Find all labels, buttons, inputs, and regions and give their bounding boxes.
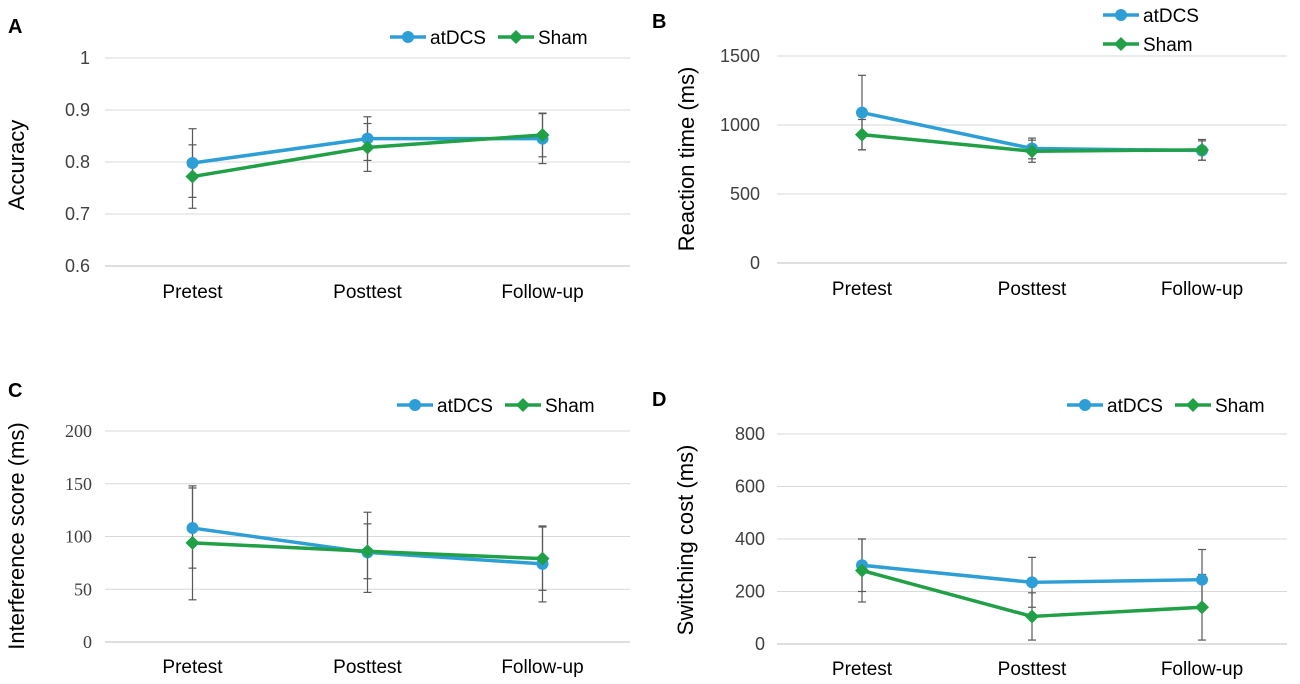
x-tick-label: Pretest [162, 282, 223, 303]
panel-letter: B [652, 11, 666, 33]
legend-marker-atdcs [409, 399, 421, 411]
legend-label: Sham [1143, 35, 1193, 56]
data-point-atdcs [186, 522, 199, 535]
data-point-sham [1025, 609, 1039, 624]
legend-marker-atdcs [1115, 9, 1127, 21]
data-point-atdcs [1196, 573, 1208, 586]
y-tick-label: 800 [735, 424, 765, 444]
x-tick-label: Posttest [333, 657, 402, 678]
legend-label: Sham [1215, 396, 1265, 417]
x-tick-label: Posttest [998, 659, 1067, 680]
legend-label: atDCS [430, 28, 486, 49]
legend-marker-sham [509, 30, 523, 44]
x-tick-label: Pretest [832, 279, 893, 300]
data-point-atdcs [361, 132, 374, 145]
y-tick-label: 0 [750, 253, 760, 273]
data-point-atdcs [856, 106, 868, 119]
legend-marker-sham [1186, 398, 1200, 412]
data-point-atdcs [1026, 576, 1038, 589]
panel-letter: C [8, 380, 22, 402]
x-tick-label: Pretest [162, 657, 223, 678]
x-tick-label: Follow-up [1161, 659, 1243, 680]
y-tick-label: 200 [65, 421, 92, 441]
data-point-sham [1195, 142, 1209, 157]
data-point-sham [855, 563, 869, 578]
data-point-sham [185, 169, 200, 184]
data-point-sham [1025, 144, 1039, 159]
legend-label: Sham [538, 28, 588, 49]
panel-letter: D [652, 389, 666, 411]
x-tick-label: Posttest [998, 279, 1067, 300]
y-tick-label: 0.9 [65, 100, 90, 120]
y-tick-label: 1000 [720, 115, 760, 135]
x-tick-label: Pretest [832, 659, 893, 680]
data-point-sham [360, 544, 375, 559]
y-tick-label: 600 [735, 477, 765, 497]
y-tick-label: 0 [755, 634, 765, 654]
y-axis-label: Switching cost (ms) [673, 445, 698, 636]
y-tick-label: 100 [65, 527, 92, 547]
legend-marker-atdcs [1079, 399, 1091, 411]
legend-marker-atdcs [402, 31, 414, 43]
y-tick-label: 0.6 [65, 256, 90, 276]
data-point-sham [1195, 600, 1209, 615]
y-tick-label: 500 [730, 184, 760, 204]
legend-marker-sham [516, 398, 530, 412]
chart-panel-a: A 0.6 0.7 0.8 0.9 1 Pretest Posttest Follow-up Ac… [4, 16, 630, 303]
data-point-sham [535, 551, 550, 566]
x-tick-label: Follow-up [501, 282, 583, 303]
data-point-sham [855, 127, 869, 142]
y-axis-label: Interference score (ms) [4, 422, 29, 649]
y-axis-label: Reaction time (ms) [674, 67, 699, 252]
legend-label: atDCS [437, 396, 493, 417]
y-tick-label: 1 [80, 48, 90, 68]
data-point-sham [535, 127, 550, 142]
panel-letter: A [8, 16, 22, 38]
y-tick-label: 0.8 [65, 152, 90, 172]
data-point-sham [360, 140, 375, 155]
legend-label: Sham [545, 396, 595, 417]
x-tick-label: Follow-up [501, 657, 583, 678]
x-tick-label: Posttest [333, 282, 402, 303]
y-tick-label: 400 [735, 529, 765, 549]
chart-panel-b: B 0 500 1000 1500 Pretest Posttest Follow-up Rea… [652, 6, 1287, 300]
legend-label: atDCS [1107, 396, 1163, 417]
chart-panel-c: C 0 50 100 150 200 Pretest Posttest Follow-up Int… [4, 380, 630, 678]
y-tick-label: 50 [74, 579, 92, 599]
data-point-sham [185, 535, 200, 550]
y-axis-label: Accuracy [4, 120, 29, 210]
chart-panel-d: D 0 200 400 600 800 Pretest Posttest Follow-up Sw… [652, 389, 1287, 680]
y-tick-label: 0 [83, 632, 92, 652]
y-tick-label: 0.7 [65, 204, 90, 224]
y-tick-label: 150 [65, 474, 92, 494]
legend-label: atDCS [1143, 6, 1199, 27]
y-tick-label: 1500 [720, 46, 760, 66]
legend-marker-sham [1114, 37, 1128, 51]
x-tick-label: Follow-up [1161, 279, 1243, 300]
data-point-atdcs [186, 157, 199, 170]
y-tick-label: 200 [735, 582, 765, 602]
